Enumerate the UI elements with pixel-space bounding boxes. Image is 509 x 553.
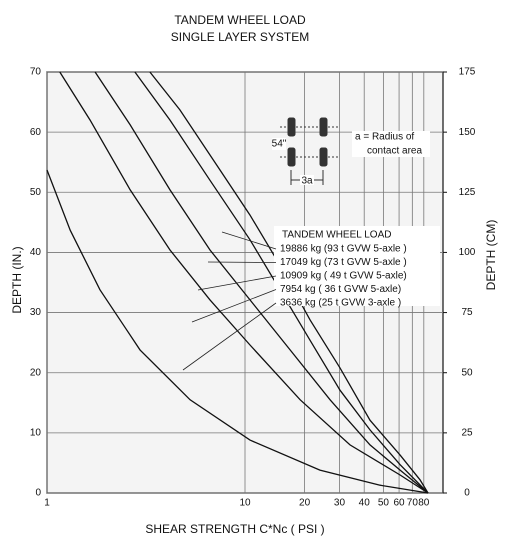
x-tick-label: 30 (334, 498, 346, 509)
x-tick-label: 70 (407, 498, 419, 509)
chart-title: TANDEM WHEEL LOAD (174, 13, 306, 27)
leader-line (182, 302, 277, 371)
series-line (46, 169, 429, 494)
y2-tick-label: 0 (464, 488, 470, 499)
y2-axis-label: DEPTH (CM) (484, 220, 498, 291)
annotation: contact area (367, 146, 422, 157)
x-tick-label: 60 (394, 498, 406, 509)
x-tick-label: 80 (418, 498, 430, 509)
chart-subtitle: SINGLE LAYER SYSTEM (171, 30, 310, 44)
leader-line (221, 231, 277, 250)
y2-tick-label: 75 (461, 307, 473, 318)
y2-tick-label: 50 (461, 367, 473, 378)
annotation: 3a (301, 176, 313, 187)
legend-label: 17049 kg (73 t GVW 5-axle ) (280, 257, 407, 268)
x-axis-label: SHEAR STRENGTH C*Nc ( PSI ) (145, 522, 324, 536)
x-tick-label: 50 (378, 498, 390, 509)
y-tick-label: 60 (30, 127, 42, 138)
x-tick-label: 1 (44, 498, 50, 509)
wheel-diagram (272, 117, 430, 185)
legend-box (274, 226, 440, 306)
legend-label: 19886 kg (93 t GVW 5-axle ) (280, 244, 407, 255)
leader-line (191, 289, 277, 323)
x-tick-label: 10 (239, 498, 251, 509)
y-tick-label: 70 (30, 67, 42, 78)
y-tick-label: 30 (30, 307, 42, 318)
x-tick-label: 40 (359, 498, 371, 509)
y2-tick-label: 25 (461, 427, 473, 438)
series-line (59, 71, 429, 494)
x-tick-label: 20 (299, 498, 311, 509)
y-tick-label: 40 (30, 247, 42, 258)
legend-label: 3636 kg (25 t GVW 3-axle ) (280, 298, 401, 309)
series-line (134, 71, 429, 494)
y2-tick-label: 100 (459, 247, 476, 258)
y2-tick-label: 175 (459, 67, 476, 78)
legend-title: TANDEM WHEEL LOAD (282, 230, 391, 241)
annotation: 54" (272, 139, 287, 150)
leader-line (207, 261, 277, 263)
annotation: a = Radius of (355, 132, 414, 143)
legend-label: 10909 kg ( 49 t GVW 5-axle) (280, 271, 407, 282)
series-line (149, 71, 429, 494)
series-line (94, 71, 429, 494)
y2-tick-label: 150 (459, 127, 476, 138)
y-tick-label: 50 (30, 187, 42, 198)
y-tick-label: 10 (30, 427, 42, 438)
legend-label: 7954 kg ( 36 t GVW 5-axle) (280, 284, 401, 295)
y-tick-label: 0 (35, 488, 41, 499)
y-tick-label: 20 (30, 367, 42, 378)
annotation-bg (300, 175, 314, 185)
y-axis-label: DEPTH (IN.) (10, 246, 24, 313)
leader-line (197, 275, 277, 291)
y2-tick-label: 125 (459, 187, 476, 198)
